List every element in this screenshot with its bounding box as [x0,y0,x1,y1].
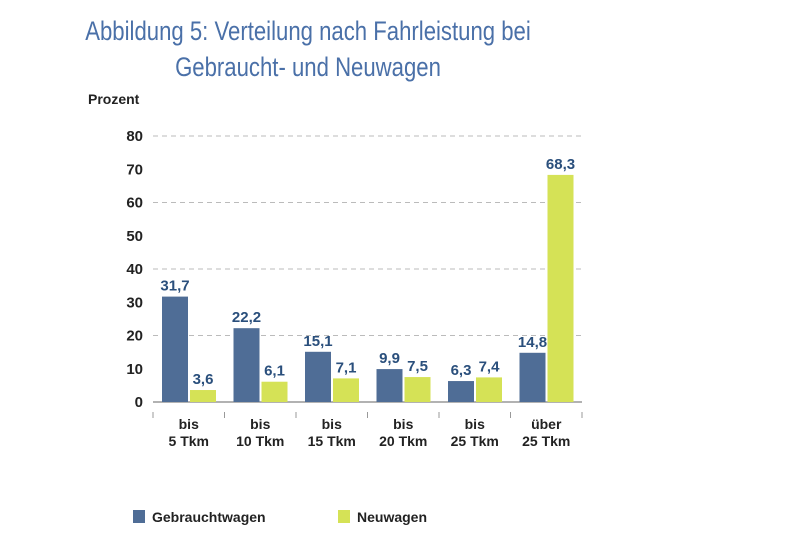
data-label: 22,2 [232,309,261,326]
bar-neuwagen [404,377,431,402]
bar-gebrauchtwagen [376,369,403,402]
bar-neuwagen [333,378,359,402]
chart-title-line-1: Abbildung 5: Verteilung nach Fahrleistun… [85,16,531,46]
legend-swatch [338,510,350,523]
data-label: 6,3 [451,362,472,379]
x-category-label: bis [465,416,485,432]
x-category-label: 20 Tkm [379,433,427,449]
legend-label: Gebrauchtwagen [152,509,266,525]
x-category-label: bis [250,416,270,432]
x-category-label: 25 Tkm [522,433,570,449]
y-tick-label: 20 [126,328,143,345]
data-label: 6,1 [264,363,285,380]
legend-label: Neuwagen [357,509,427,525]
x-category-label: 15 Tkm [308,433,356,449]
bar-gebrauchtwagen [305,351,331,402]
bar-neuwagen [547,174,574,402]
x-category-label: 10 Tkm [236,433,284,449]
data-label: 7,5 [407,358,428,375]
data-label: 7,4 [479,358,501,375]
y-tick-label: 70 [126,161,143,178]
legend-swatch [133,510,145,523]
bar-neuwagen [476,377,502,402]
y-tick-label: 30 [126,294,143,311]
y-tick-label: 50 [126,228,143,245]
bar-neuwagen [261,381,288,402]
data-label: 68,3 [546,156,575,173]
bar-gebrauchtwagen [233,328,260,402]
bar-neuwagen [190,390,216,402]
bar-gebrauchtwagen [162,296,188,402]
x-category-label: bis [393,416,413,432]
y-tick-label: 80 [126,128,143,145]
bar-gebrauchtwagen [519,352,546,402]
y-tick-label: 40 [126,261,143,278]
y-tick-label: 60 [126,195,143,212]
data-label: 3,6 [193,371,214,388]
chart-title-line-2: Gebraucht- und Neuwagen [175,52,441,82]
bar-gebrauchtwagen [448,381,474,402]
data-label: 15,1 [303,333,332,350]
x-category-label: über [531,416,562,432]
data-label: 9,9 [379,350,400,367]
data-label: 14,8 [518,334,547,351]
x-category-label: 25 Tkm [451,433,499,449]
data-label: 7,1 [336,359,357,376]
x-category-label: bis [322,416,342,432]
x-category-label: bis [179,416,199,432]
y-tick-label: 0 [135,394,143,411]
data-label: 31,7 [160,278,189,295]
y-tick-label: 10 [126,361,143,378]
x-category-label: 5 Tkm [169,433,209,449]
y-axis-label: Prozent [88,91,140,107]
